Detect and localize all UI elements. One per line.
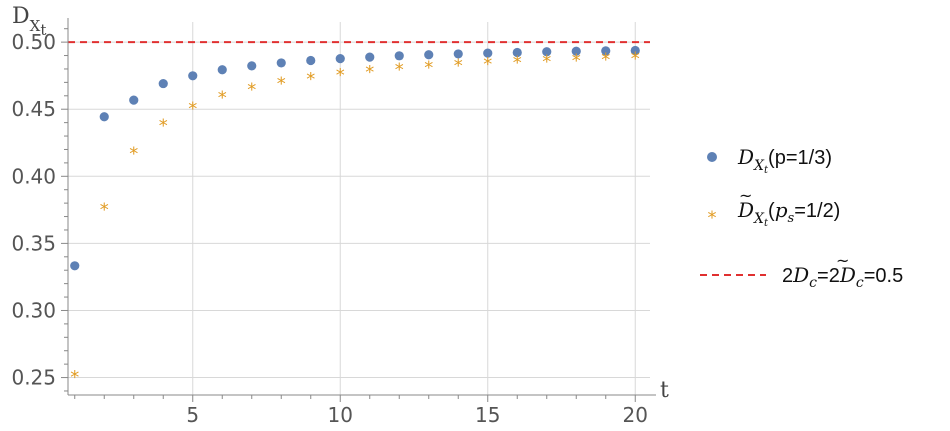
data-point-circle: [247, 61, 257, 71]
data-point-star: *: [129, 143, 138, 164]
y-tick-label: 0.25: [11, 366, 56, 390]
data-point-star: *: [100, 199, 109, 220]
data-point-circle: [571, 46, 581, 56]
data-point-star: *: [601, 49, 610, 70]
legend-marker-star: *: [708, 208, 717, 229]
data-point-circle: [129, 95, 139, 105]
data-point-circle: [630, 45, 640, 56]
y-tick-label: 0.50: [11, 30, 56, 54]
y-tick-label: 0.35: [11, 231, 56, 255]
data-point-star: *: [513, 53, 522, 74]
legend: DXt(p=1/3) * DXt(ps=1/2) ~ 2Dc=2Dc=0.5 ~: [700, 145, 903, 291]
x-tick-label: 20: [623, 403, 648, 427]
y-axis-title: DXt: [12, 4, 46, 39]
data-point-circle: [483, 48, 493, 58]
data-point-circle: [276, 58, 286, 68]
x-tick-label: 10: [328, 403, 353, 427]
legend-label-series-1: DXt(p=1/3): [737, 145, 832, 176]
data-point-star: *: [306, 69, 315, 90]
axes: [61, 18, 656, 402]
tick-labels: 5 10 15 20 0.25 0.30 0.35 0.40 0.45 0.50: [11, 30, 648, 427]
data-point-circle: [424, 50, 434, 60]
data-point-star: *: [70, 367, 79, 388]
legend-marker-circle: [707, 152, 717, 162]
data-points: * * * * * * * * * * * * * * * * * * * *: [70, 45, 640, 388]
tilde-accent: ~: [739, 186, 752, 205]
data-point-circle: [365, 52, 375, 62]
data-point-circle: [394, 51, 404, 61]
x-tick-label: 5: [186, 403, 199, 427]
data-point-circle: [70, 261, 80, 271]
legend-label-reference: 2Dc=2Dc=0.5: [782, 263, 903, 291]
y-tick-label: 0.30: [11, 298, 56, 322]
data-point-circle: [217, 65, 227, 75]
data-point-star: *: [277, 73, 286, 94]
data-point-star: *: [424, 57, 433, 78]
data-point-star: *: [572, 50, 581, 71]
data-point-circle: [188, 71, 198, 81]
data-point-star: *: [218, 88, 227, 109]
x-tick-label: 15: [475, 403, 500, 427]
data-point-circle: [512, 47, 522, 58]
data-point-circle: [453, 49, 463, 59]
data-point-circle: [306, 55, 316, 66]
data-point-circle: [335, 54, 345, 64]
data-point-star: *: [454, 56, 463, 77]
data-point-star: *: [365, 62, 374, 83]
data-point-star: *: [542, 51, 551, 72]
data-point-star: *: [336, 65, 345, 86]
data-point-circle: [158, 78, 168, 89]
data-point-circle: [99, 112, 109, 122]
y-tick-label: 0.45: [11, 97, 56, 121]
grid-lines: [68, 22, 650, 395]
legend-label-series-2: DXt(ps=1/2): [737, 198, 840, 229]
data-point-circle: [601, 46, 611, 56]
data-point-star: *: [188, 99, 197, 120]
data-point-star: *: [159, 115, 168, 136]
y-tick-label: 0.40: [11, 164, 56, 188]
x-axis-title: t: [660, 378, 669, 403]
data-point-circle: [542, 47, 552, 57]
tilde-accent-2: ~: [836, 251, 849, 270]
data-point-star: *: [483, 54, 492, 75]
data-point-star: *: [247, 80, 256, 101]
data-point-star: *: [395, 60, 404, 81]
data-point-star: *: [631, 48, 640, 69]
